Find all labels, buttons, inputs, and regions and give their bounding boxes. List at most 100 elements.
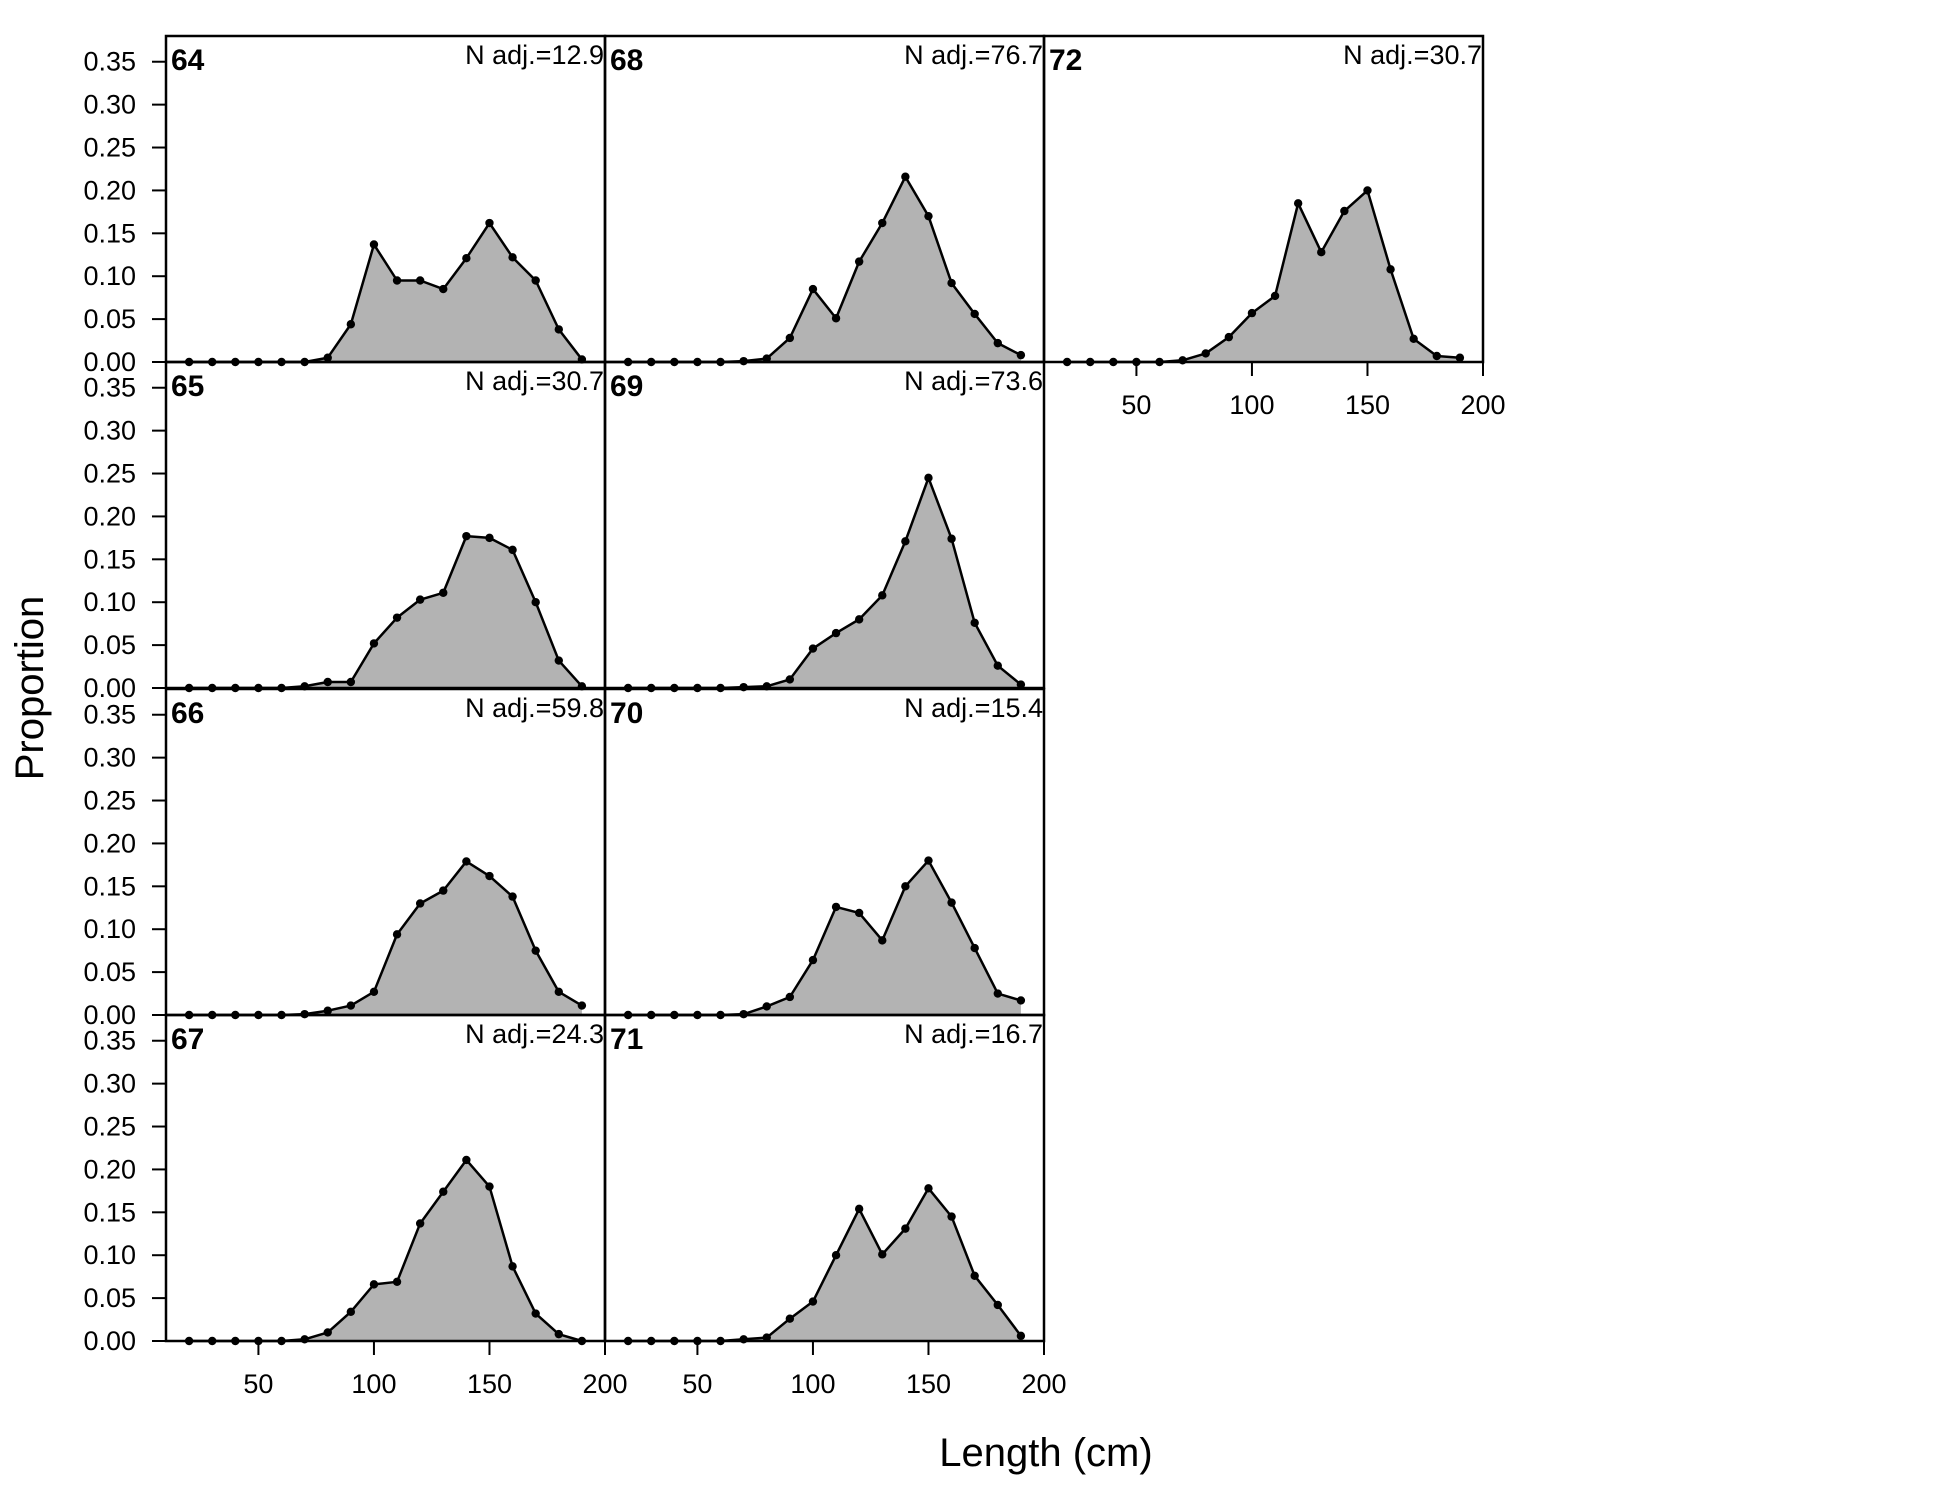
y-tick-label: 0.25	[83, 786, 136, 816]
y-tick-label: 0.05	[83, 957, 136, 987]
panel-64-point	[508, 253, 517, 262]
panel-64-point	[485, 218, 494, 228]
y-tick-label: 0.05	[83, 304, 136, 334]
y-tick-label: 0.15	[83, 871, 136, 901]
panel-68-point	[878, 218, 887, 228]
panel-70-point	[993, 989, 1002, 998]
panel-69-point	[854, 615, 864, 624]
panel-65-point	[531, 598, 540, 607]
panel-72-point	[1409, 334, 1418, 344]
panel-71: 50 100 150 200 71 N adj.=16.7	[603, 1013, 1067, 1399]
panel-67-point	[462, 1155, 471, 1165]
panel-71-point	[1016, 1331, 1026, 1341]
panel-64-point	[346, 320, 356, 329]
panel-65-label: 65	[171, 370, 204, 403]
panel-69-point	[901, 537, 910, 546]
y-tick-label: 0.15	[83, 218, 136, 248]
y-tick-label: 0.30	[83, 1069, 136, 1099]
panel-67-n-adj: N adj.=24.3	[465, 1019, 604, 1049]
panel-67: 0.00 0.05 0.10 0.15 0.20 0.25 0.30 0.35 50 100 150…	[83, 1013, 628, 1399]
panel-66-point	[531, 946, 540, 955]
panel-65: 0.00 0.05 0.10 0.15 0.20 0.25 0.30 0.35 65 N adj.…	[83, 360, 607, 703]
panel-70-point	[1016, 996, 1026, 1005]
panel-70-point	[901, 882, 910, 891]
panel-64-point	[531, 276, 540, 285]
y-tick-label: 0.05	[83, 630, 136, 660]
panel-69-point	[785, 675, 795, 684]
panel-70-point	[831, 902, 841, 912]
y-tick-label: 0.15	[83, 1197, 136, 1227]
panel-71-point	[924, 1184, 933, 1193]
panel-67-point	[346, 1307, 356, 1317]
x-tick-label: 100	[790, 1369, 835, 1399]
x-tick-label: 50	[243, 1369, 273, 1399]
panel-68-point	[831, 314, 841, 323]
panel-64: 0.00 0.05 0.10 0.15 0.20 0.25 0.30 0.35 64 N adj.…	[83, 34, 607, 377]
y-tick-label: 0.20	[83, 175, 136, 205]
y-axis-title: Proportion	[8, 596, 52, 781]
panel-70-label: 70	[610, 697, 643, 730]
panel-67-point	[531, 1309, 540, 1318]
panel-72-point	[1432, 351, 1441, 361]
panel-71-point	[808, 1297, 818, 1306]
x-tick-label: 150	[467, 1369, 512, 1399]
y-tick-label: 0.25	[83, 459, 136, 489]
panel-66-point	[462, 857, 471, 866]
panel-71-point	[831, 1251, 841, 1260]
panel-69-point	[831, 628, 841, 638]
y-tick-label: 0.25	[83, 133, 136, 163]
panel-66-area	[189, 861, 582, 1015]
panel-67-point	[439, 1187, 448, 1196]
panel-66-point	[392, 930, 402, 939]
panel-67-point	[369, 1280, 379, 1289]
x-tick-label: 200	[1460, 390, 1505, 420]
x-tick-label: 100	[351, 1369, 396, 1399]
panel-68-area	[628, 176, 1021, 362]
panel-72-area	[1067, 190, 1460, 362]
panel-65-point	[462, 531, 471, 541]
panel-64-point	[554, 325, 563, 334]
y-tick-label: 0.30	[83, 90, 136, 120]
panel-64-n-adj: N adj.=12.9	[465, 40, 604, 70]
panel-72-point	[1201, 349, 1210, 358]
panel-70-point	[762, 1002, 771, 1011]
y-tick-label: 0.15	[83, 544, 136, 574]
y-tick-label: 0.35	[83, 47, 136, 77]
x-tick-label: 150	[906, 1369, 951, 1399]
panel-68-point	[808, 284, 818, 294]
panel-69-point	[970, 618, 979, 627]
panel-69-point	[947, 534, 956, 543]
panel-65-point	[392, 613, 402, 622]
panel-65-n-adj: N adj.=30.7	[465, 366, 604, 396]
panel-67-point	[554, 1329, 563, 1339]
panel-70: 70 N adj.=15.4	[603, 687, 1046, 1020]
panel-71-point	[785, 1314, 795, 1323]
panel-69-point	[878, 591, 887, 600]
panel-68-point	[854, 257, 864, 266]
panel-69-area	[628, 477, 1021, 688]
panel-66: 0.00 0.05 0.10 0.15 0.20 0.25 0.30 0.35 66 N adj.…	[83, 687, 607, 1030]
y-tick-label: 0.30	[83, 743, 136, 773]
y-tick-label: 0.10	[83, 914, 136, 944]
panel-72-point	[1386, 265, 1395, 274]
y-tick-label: 0.35	[83, 373, 136, 403]
x-tick-label: 150	[1345, 390, 1390, 420]
panel-69-label: 69	[610, 370, 643, 403]
panel-65-point	[369, 639, 379, 648]
panel-68-point	[970, 309, 979, 319]
panel-66-point	[323, 1006, 332, 1015]
panel-69-point	[808, 644, 818, 653]
panel-69-n-adj: N adj.=73.6	[904, 366, 1043, 396]
y-tick-label: 0.25	[83, 1112, 136, 1142]
panel-71-point	[762, 1333, 771, 1342]
x-tick-label: 200	[1021, 1369, 1066, 1399]
panel-68-point	[1016, 350, 1026, 360]
y-tick-label: 0.00	[83, 1000, 136, 1030]
panel-68: 68 N adj.=76.7	[603, 34, 1046, 367]
panel-68-point	[947, 278, 956, 288]
panel-69: 69 N adj.=73.6	[603, 360, 1046, 693]
x-axis-title: Length (cm)	[939, 1431, 1152, 1475]
panel-69-point	[924, 473, 933, 483]
